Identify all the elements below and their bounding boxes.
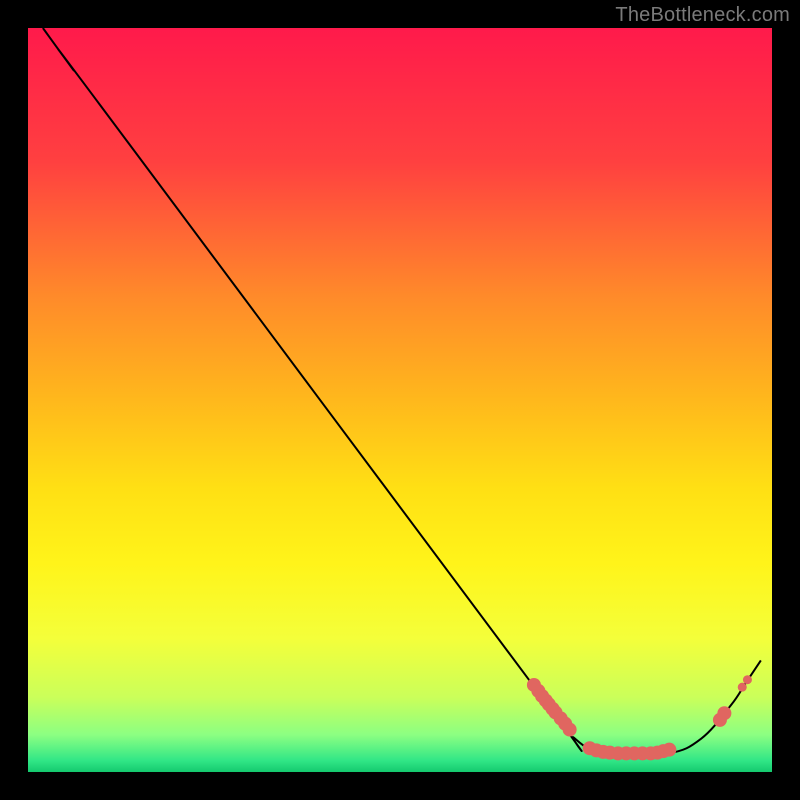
data-point [743, 675, 752, 684]
data-point [608, 749, 617, 758]
chart-container: TheBottleneck.com [0, 0, 800, 800]
data-point [633, 749, 642, 758]
data-point [660, 746, 668, 754]
data-point [738, 683, 747, 692]
plot-background [28, 28, 772, 772]
bottleneck-chart [0, 0, 800, 800]
data-point [625, 749, 634, 758]
data-point [616, 749, 625, 758]
data-point [717, 706, 731, 720]
data-point [641, 749, 650, 758]
data-point [591, 744, 599, 752]
data-point [649, 749, 658, 758]
data-point [563, 723, 577, 737]
watermark-label: TheBottleneck.com [615, 4, 790, 27]
